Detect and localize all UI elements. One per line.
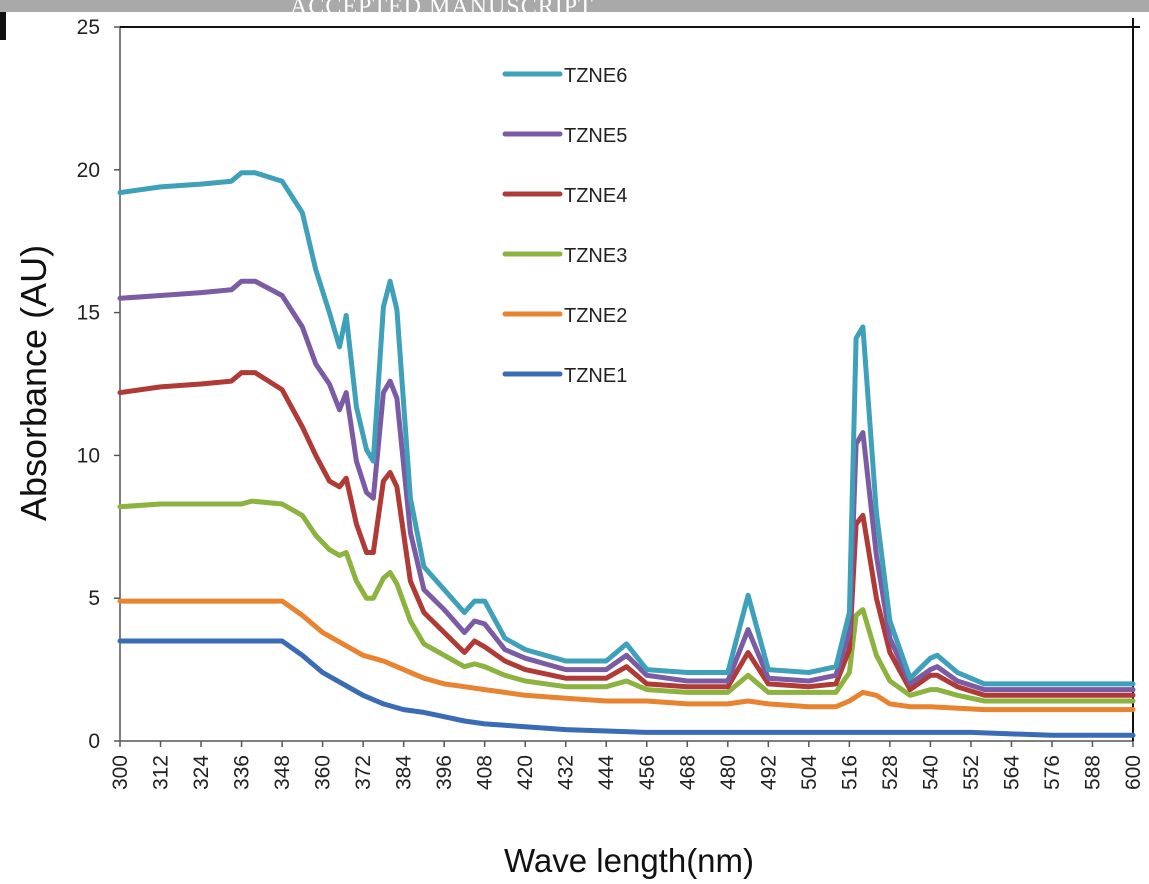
x-tick-label: 348 (271, 755, 294, 790)
x-tick-label: 324 (190, 755, 213, 790)
series-line-tzne4 (117, 370, 1136, 698)
x-tick-label: 420 (514, 755, 537, 790)
series-line-tzne2 (117, 598, 1136, 713)
x-tick-label: 456 (636, 755, 659, 790)
x-axis-title: Wave length(nm) (504, 842, 754, 879)
x-tick-label: 468 (676, 755, 699, 790)
x-tick-label: 504 (798, 755, 821, 790)
legend-label-tzne1: TZNE1 (564, 365, 627, 387)
y-tick-label: 20 (77, 159, 100, 182)
x-tick-label: 528 (879, 755, 902, 790)
legend-label-tzne2: TZNE2 (564, 305, 627, 327)
y-tick-label: 25 (77, 16, 100, 39)
x-tick-label: 360 (312, 755, 335, 790)
y-tick-label: 15 (77, 302, 100, 325)
corner-mark (0, 12, 6, 40)
top-border-bar (0, 0, 1149, 12)
x-tick-label: 600 (1122, 755, 1145, 790)
x-tick-label: 432 (555, 755, 578, 790)
watermark-text: ACCEPTED MANUSCRIPT (290, 0, 594, 20)
x-tick-label: 312 (150, 755, 173, 790)
x-tick-label: 480 (717, 755, 740, 790)
legend-label-tzne3: TZNE3 (564, 245, 627, 267)
legend-label-tzne5: TZNE5 (564, 125, 627, 147)
x-tick-label: 540 (919, 755, 942, 790)
y-axis-title: Absorbance (AU) (13, 245, 54, 521)
x-tick-label: 588 (1081, 755, 1104, 790)
series-line-tzne6 (117, 170, 1136, 687)
y-tick-label: 0 (88, 730, 100, 753)
series-line-tzne1 (117, 638, 1136, 738)
x-tick-label: 300 (109, 755, 132, 790)
x-tick-label: 372 (352, 755, 375, 790)
x-tick-label: 492 (757, 755, 780, 790)
x-tick-label: 552 (960, 755, 983, 790)
x-tick-label: 576 (1041, 755, 1064, 790)
series-line-tzne3 (117, 498, 1136, 704)
x-tick-label: 396 (433, 755, 456, 790)
x-tick-label: 408 (474, 755, 497, 790)
x-tick-label: 516 (838, 755, 861, 790)
legend-label-tzne6: TZNE6 (564, 65, 627, 87)
y-tick-label: 5 (88, 587, 100, 610)
series-line-tzne5 (117, 278, 1136, 693)
legend-label-tzne4: TZNE4 (564, 185, 627, 207)
x-tick-label: 384 (393, 755, 416, 790)
y-tick-label: 10 (77, 444, 100, 467)
x-tick-label: 444 (595, 755, 618, 790)
x-tick-label: 564 (1000, 755, 1023, 790)
x-tick-label: 336 (231, 755, 254, 790)
